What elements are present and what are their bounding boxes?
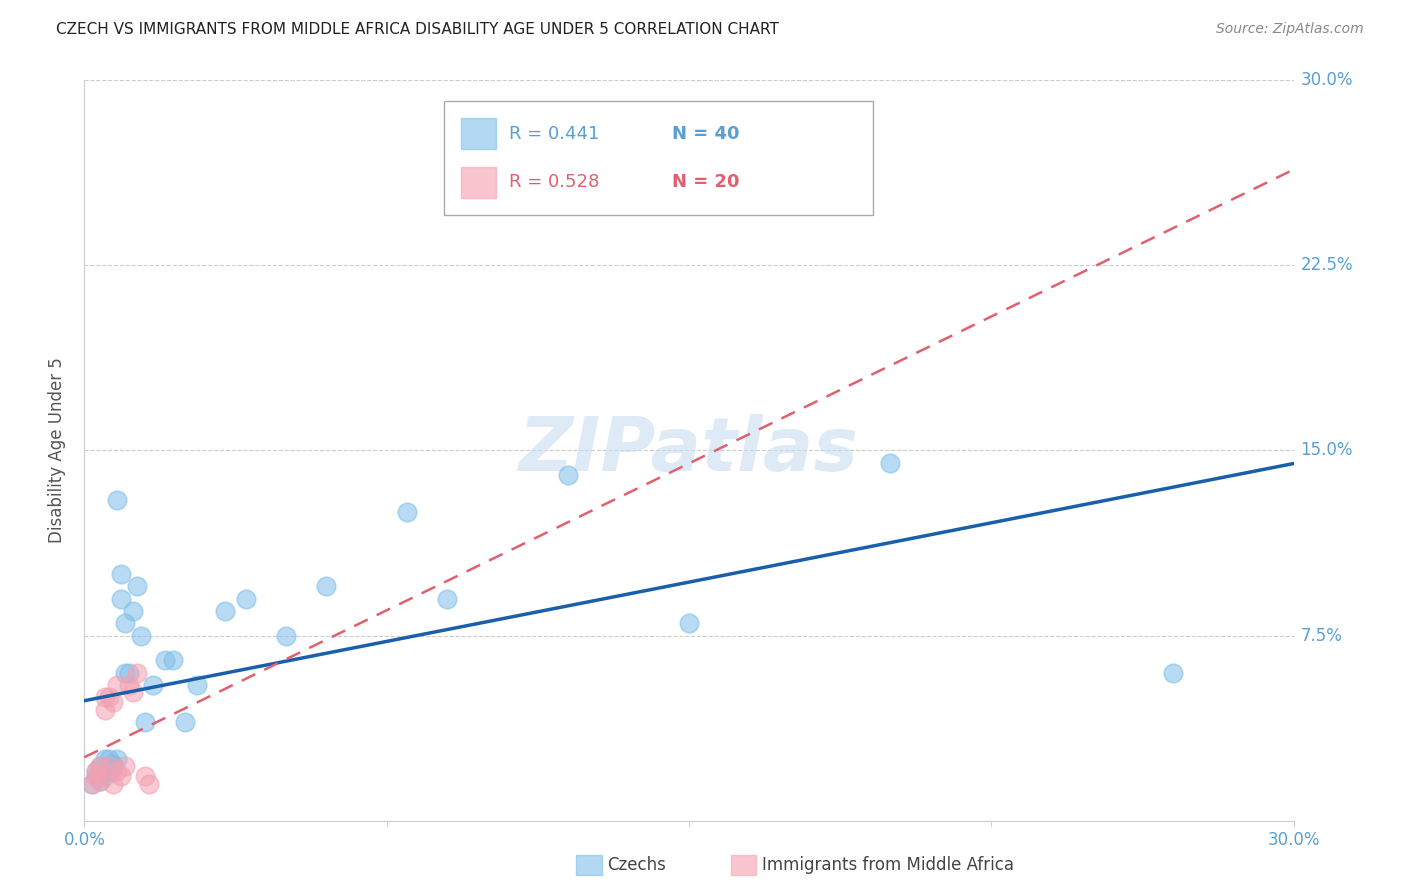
- Point: [93, 752, 115, 766]
- Point: [82, 776, 104, 791]
- Point: [125, 665, 148, 680]
- Point: [93, 703, 115, 717]
- Point: [121, 685, 143, 699]
- Point: [678, 616, 700, 631]
- Point: [129, 628, 152, 642]
- Text: CZECH VS IMMIGRANTS FROM MIDDLE AFRICA DISABILITY AGE UNDER 5 CORRELATION CHART: CZECH VS IMMIGRANTS FROM MIDDLE AFRICA D…: [56, 22, 779, 37]
- Text: 7.5%: 7.5%: [1301, 626, 1343, 645]
- Point: [97, 764, 120, 779]
- Point: [274, 628, 297, 642]
- Point: [105, 492, 128, 507]
- Point: [93, 764, 115, 779]
- Text: R = 0.441: R = 0.441: [509, 125, 599, 143]
- Point: [557, 468, 579, 483]
- Point: [114, 759, 136, 773]
- Point: [436, 591, 458, 606]
- Text: 30.0%: 30.0%: [1301, 71, 1353, 89]
- Point: [89, 774, 111, 789]
- Point: [174, 714, 197, 729]
- Point: [114, 665, 136, 680]
- Point: [1161, 665, 1184, 680]
- Point: [86, 764, 108, 779]
- Point: [105, 752, 128, 766]
- Point: [89, 759, 111, 773]
- Point: [86, 769, 108, 783]
- Point: [138, 776, 160, 791]
- Point: [118, 678, 141, 692]
- Point: [93, 769, 115, 783]
- Point: [105, 678, 128, 692]
- Point: [214, 604, 236, 618]
- Point: [235, 591, 257, 606]
- Point: [118, 665, 141, 680]
- Point: [110, 591, 132, 606]
- Text: ZIPatlas: ZIPatlas: [519, 414, 859, 487]
- Point: [142, 678, 165, 692]
- Point: [134, 714, 156, 729]
- Text: Source: ZipAtlas.com: Source: ZipAtlas.com: [1216, 22, 1364, 37]
- Point: [101, 756, 124, 771]
- Point: [101, 759, 124, 773]
- Text: N = 20: N = 20: [672, 173, 740, 192]
- Point: [186, 678, 208, 692]
- Point: [121, 604, 143, 618]
- Text: Immigrants from Middle Africa: Immigrants from Middle Africa: [762, 856, 1014, 874]
- Point: [125, 579, 148, 593]
- Point: [86, 769, 108, 783]
- Text: N = 40: N = 40: [672, 125, 740, 143]
- Point: [110, 566, 132, 581]
- Text: R = 0.528: R = 0.528: [509, 173, 599, 192]
- Point: [879, 456, 901, 470]
- Point: [93, 690, 115, 705]
- Point: [134, 769, 156, 783]
- Point: [162, 653, 184, 667]
- Point: [114, 616, 136, 631]
- Point: [97, 690, 120, 705]
- Point: [105, 764, 128, 779]
- Text: Czechs: Czechs: [607, 856, 666, 874]
- Text: 22.5%: 22.5%: [1301, 256, 1353, 275]
- Point: [97, 759, 120, 773]
- Point: [89, 759, 111, 773]
- Point: [82, 776, 104, 791]
- Y-axis label: Disability Age Under 5: Disability Age Under 5: [48, 358, 66, 543]
- Point: [395, 505, 418, 519]
- Point: [153, 653, 176, 667]
- Point: [86, 764, 108, 779]
- Point: [101, 695, 124, 709]
- Text: 15.0%: 15.0%: [1301, 442, 1353, 459]
- Point: [97, 752, 120, 766]
- Point: [101, 764, 124, 779]
- Point: [97, 759, 120, 773]
- Point: [110, 769, 132, 783]
- Point: [89, 774, 111, 789]
- Point: [101, 776, 124, 791]
- Point: [315, 579, 337, 593]
